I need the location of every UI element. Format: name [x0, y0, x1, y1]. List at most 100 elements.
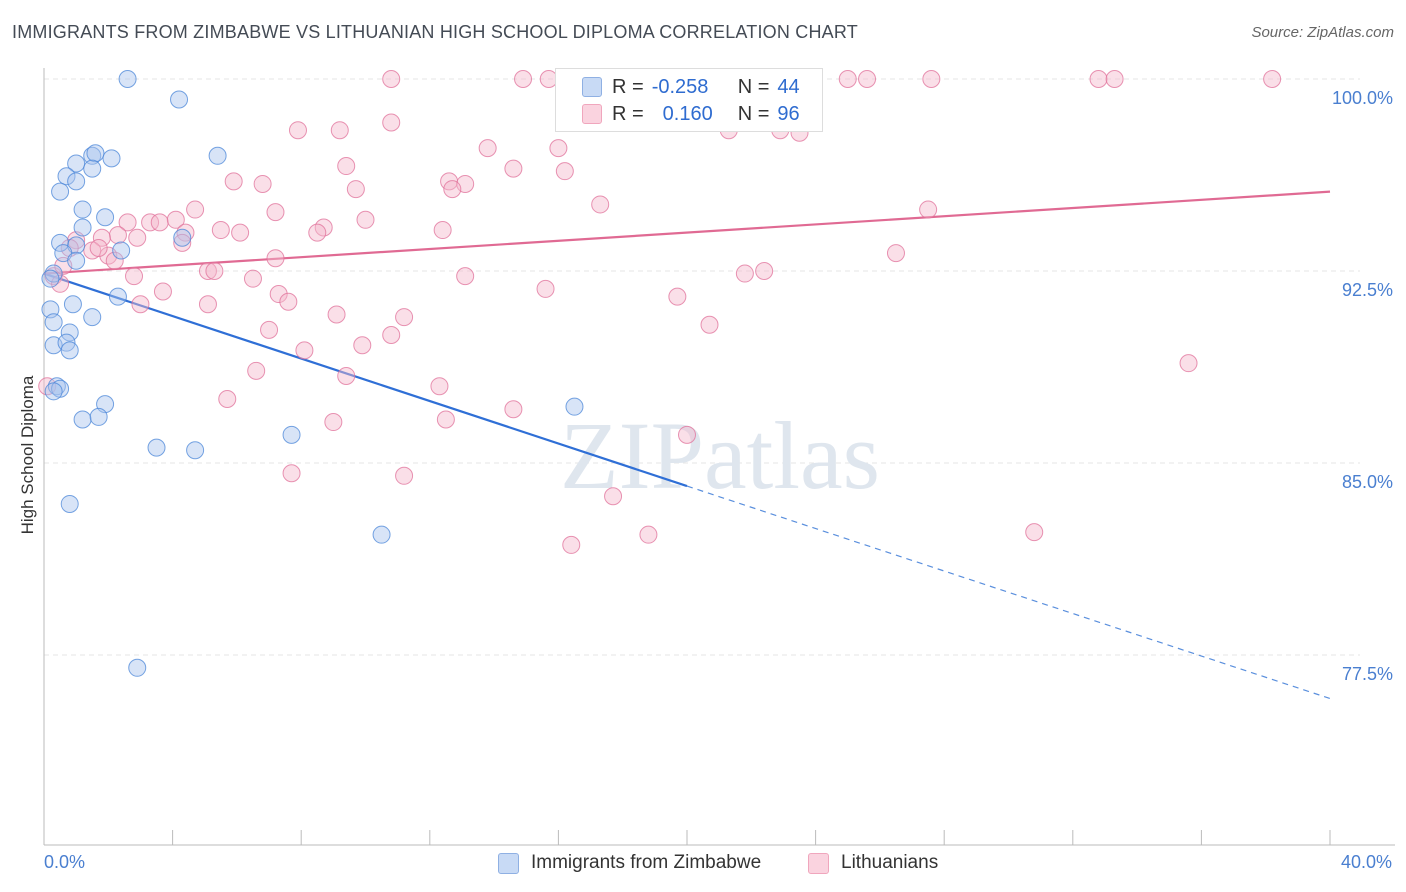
point-lithuanians [266, 203, 285, 222]
trend-line-zimbabwe [43, 272, 688, 488]
y-tick-label: 92.5% [1342, 280, 1393, 300]
point-zimbabwe [60, 323, 79, 342]
point-zimbabwe [47, 377, 66, 396]
point-zimbabwe [83, 146, 102, 165]
point-lithuanians [700, 315, 719, 334]
point-lithuanians [858, 70, 877, 88]
point-zimbabwe [282, 425, 301, 444]
legend-n-label: N = [737, 75, 770, 98]
point-lithuanians [186, 200, 205, 219]
point-lithuanians [456, 267, 475, 286]
point-zimbabwe [173, 228, 192, 247]
point-lithuanians [260, 320, 279, 339]
point-zimbabwe [118, 70, 137, 88]
point-lithuanians [382, 113, 401, 132]
point-lithuanians [308, 223, 327, 242]
legend-n-value: 44 [777, 75, 800, 98]
point-lithuanians [282, 464, 301, 483]
legend-r-value: 0.160 [662, 102, 713, 125]
point-lithuanians [536, 279, 555, 298]
point-lithuanians [382, 326, 401, 344]
point-lithuanians [1105, 70, 1124, 88]
point-lithuanians [141, 213, 160, 232]
point-lithuanians [478, 139, 497, 158]
source-label: Source: ZipAtlas.com [1251, 24, 1394, 41]
point-zimbabwe [57, 167, 76, 186]
point-lithuanians [153, 282, 172, 301]
legend-row-zimbabwe: R = -0.258 N = 44 [582, 75, 800, 99]
y-tick-label: 85.0% [1342, 472, 1393, 492]
point-lithuanians [382, 70, 401, 88]
point-lithuanians [211, 221, 230, 240]
point-lithuanians [198, 262, 217, 280]
point-zimbabwe [96, 208, 115, 227]
point-lithuanians [327, 305, 346, 324]
series-label-lithuanians: Lithuanians [841, 852, 939, 873]
point-zimbabwe [89, 407, 108, 426]
point-zimbabwe [147, 438, 166, 457]
data-points [38, 70, 1282, 677]
series-legend-zimbabwe: Immigrants from Zimbabwe [498, 852, 761, 874]
point-lithuanians [176, 223, 195, 242]
point-zimbabwe [67, 251, 86, 270]
point-lithuanians [269, 285, 288, 304]
point-lithuanians [198, 295, 217, 314]
series-legend-lithuanians: Lithuanians [808, 852, 938, 874]
point-zimbabwe [73, 200, 92, 219]
y-axis-label: High School Diploma [18, 375, 37, 535]
point-zimbabwe [108, 287, 127, 306]
series-swatch-lithuanians [808, 852, 829, 874]
point-lithuanians [266, 249, 285, 268]
point-lithuanians [1089, 70, 1108, 88]
point-lithuanians [279, 292, 298, 311]
legend-r-value: -0.258 [651, 75, 709, 98]
point-zimbabwe [372, 525, 391, 544]
trend-lines [43, 190, 1331, 700]
point-lithuanians [922, 70, 941, 88]
point-lithuanians [1263, 70, 1282, 88]
point-zimbabwe [51, 233, 70, 252]
y-tick-labels: 77.5% 85.0% 92.5% 100.0% [1332, 88, 1393, 684]
trend-line-zimbabwe-extension [686, 485, 1331, 700]
point-lithuanians [504, 400, 523, 419]
point-zimbabwe [44, 264, 63, 283]
point-lithuanians [430, 377, 449, 396]
point-zimbabwe [86, 144, 105, 163]
series-label-zimbabwe: Immigrants from Zimbabwe [531, 852, 762, 873]
point-lithuanians [346, 180, 365, 199]
axes [43, 68, 1395, 846]
point-lithuanians [433, 221, 452, 240]
point-zimbabwe [186, 441, 205, 460]
x-tick-label-max: 40.0% [1340, 852, 1392, 872]
legend-swatch-lithuanians [582, 104, 602, 124]
grid-lines [44, 78, 1360, 656]
point-lithuanians [504, 159, 523, 178]
point-zimbabwe [67, 154, 86, 173]
point-lithuanians [243, 269, 262, 288]
point-lithuanians [639, 525, 658, 544]
point-lithuanians [231, 223, 250, 242]
point-lithuanians [92, 228, 111, 247]
point-zimbabwe [41, 269, 60, 288]
point-lithuanians [253, 174, 272, 193]
point-lithuanians [205, 262, 224, 280]
point-zimbabwe [73, 410, 92, 429]
series-legend: Immigrants from Zimbabwe Lithuanians [0, 852, 1406, 876]
point-zimbabwe [112, 241, 131, 260]
legend-r-label: R = [612, 102, 644, 125]
series-swatch-zimbabwe [498, 852, 519, 874]
point-lithuanians [105, 251, 124, 270]
point-lithuanians [549, 139, 568, 158]
point-lithuanians [150, 213, 169, 232]
point-zimbabwe [67, 172, 86, 191]
trend-line-lithuanians [43, 190, 1331, 275]
point-zimbabwe [60, 494, 79, 513]
point-zimbabwe [83, 159, 102, 178]
point-lithuanians [89, 238, 108, 257]
watermark: ZIPatlas [560, 402, 880, 509]
point-zimbabwe [44, 313, 63, 332]
point-zimbabwe [60, 341, 79, 360]
point-lithuanians [735, 264, 754, 283]
y-tick-label: 100.0% [1332, 88, 1393, 108]
